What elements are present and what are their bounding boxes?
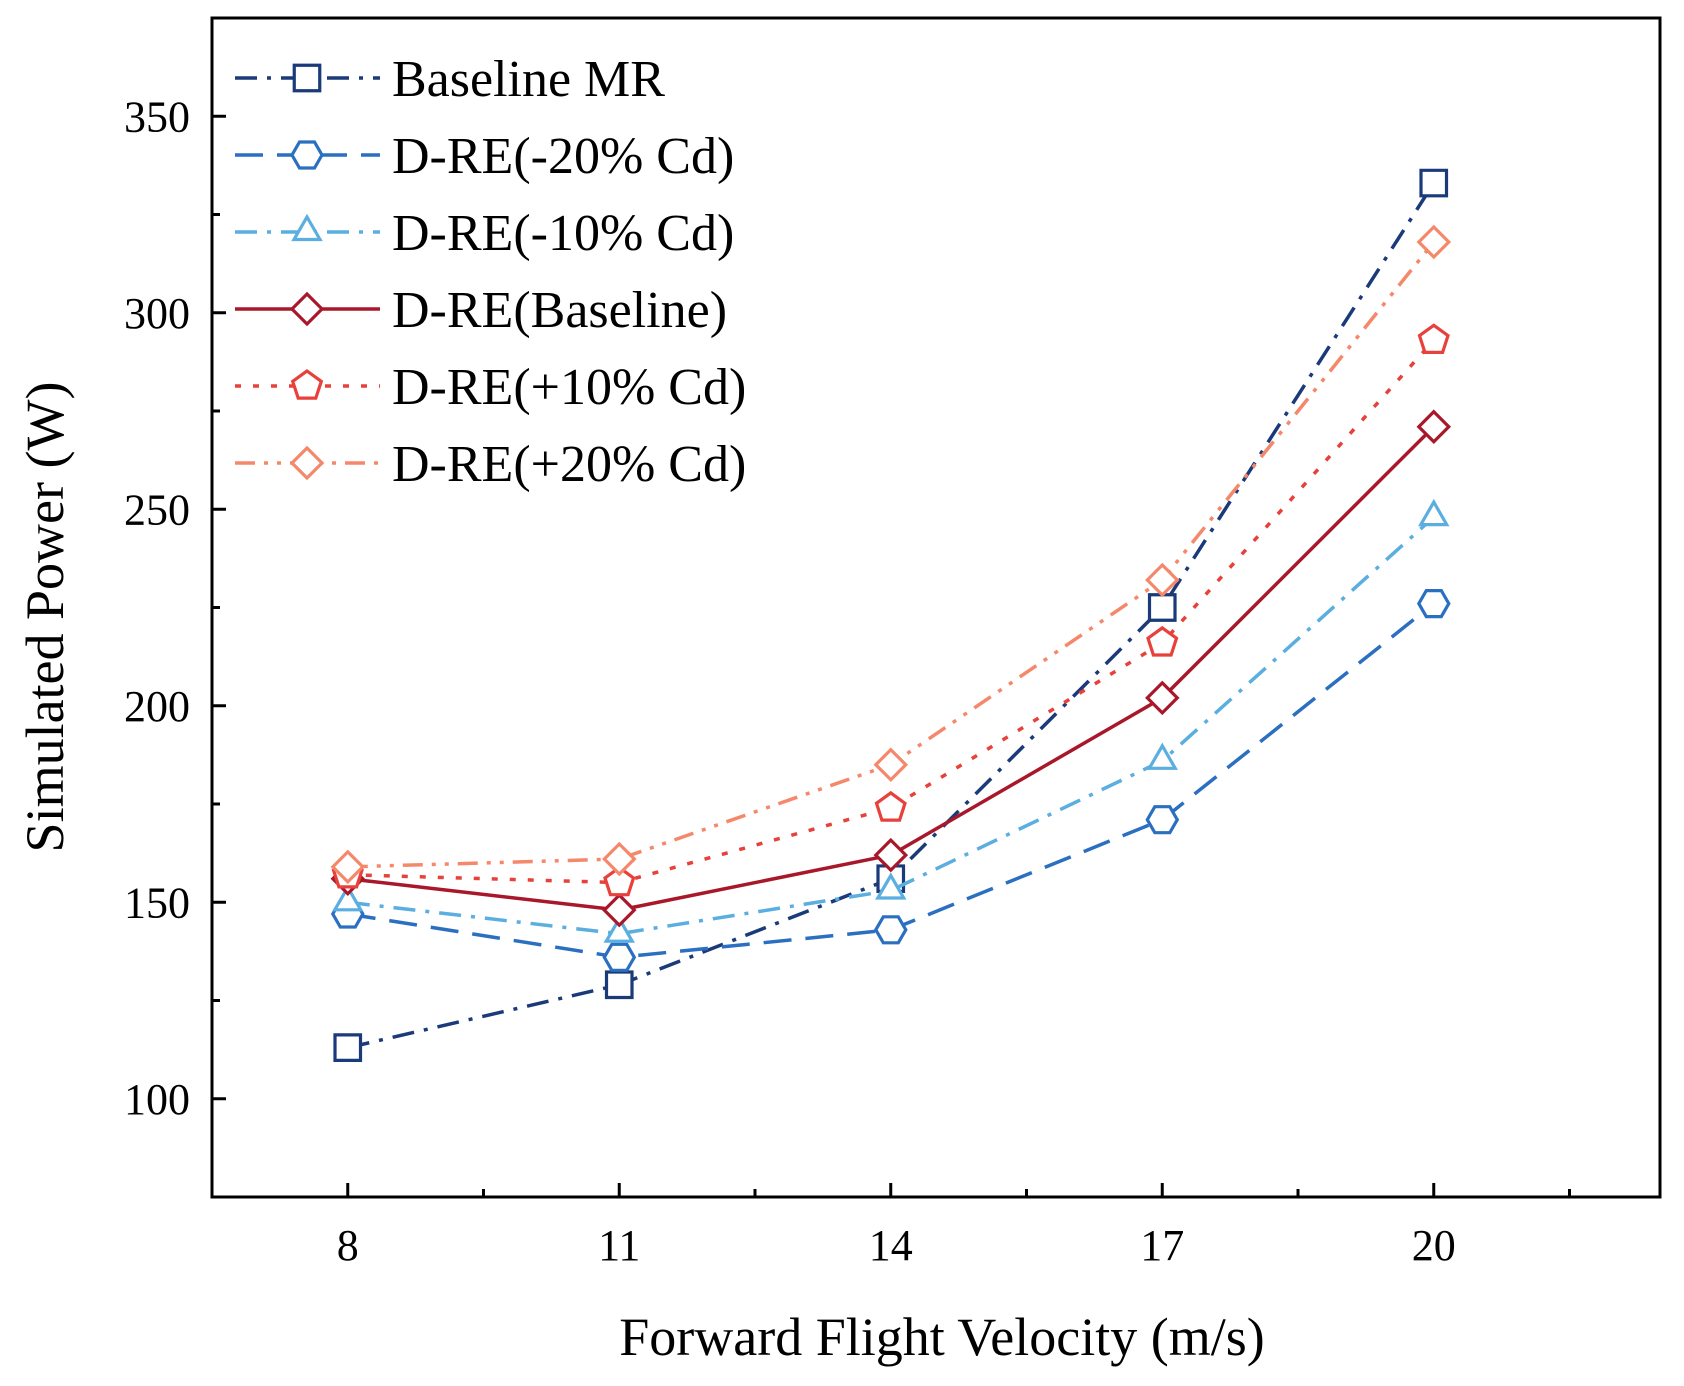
data-point: [1416, 589, 1451, 619]
y-tick-label: 250: [124, 485, 190, 534]
data-point: [1145, 680, 1180, 716]
y-tick-label: 200: [124, 682, 190, 731]
legend-entry: D-RE(-20% Cd): [235, 128, 734, 185]
legend-swatch-marker: [290, 140, 324, 170]
data-point: [602, 942, 637, 972]
data-point: [1146, 742, 1178, 770]
plot-area: [330, 168, 1452, 1063]
legend-label: D-RE(+20% Cd): [392, 436, 746, 493]
data-point: [604, 970, 634, 1000]
legend-swatch-marker: [292, 63, 322, 93]
data-point: [602, 841, 637, 877]
y-axis-title: Simulated Power (W): [15, 382, 75, 853]
y-tick-label: 150: [124, 878, 190, 927]
x-tick-label: 20: [1412, 1221, 1456, 1270]
data-point: [1416, 409, 1452, 444]
series-3: [332, 498, 1450, 943]
y-tick-label: 350: [124, 92, 190, 141]
legend-label: Baseline MR: [392, 51, 665, 108]
data-point: [603, 915, 635, 943]
data-point: [873, 915, 908, 945]
x-tick-label: 14: [869, 1221, 913, 1270]
data-point: [332, 884, 364, 912]
data-point: [602, 892, 637, 928]
legend-swatch-marker: [289, 291, 325, 327]
legend-swatch-marker: [290, 369, 324, 400]
series-6: [330, 224, 1452, 885]
x-tick-label: 17: [1140, 1221, 1184, 1270]
axes: 8 11 14 17 20 100 150 200 250 300 350: [124, 16, 1662, 1270]
series-line: [347, 515, 1435, 936]
series-line: [347, 425, 1436, 912]
data-point: [1418, 498, 1450, 527]
legend-label: D-RE(-20% Cd): [392, 128, 734, 185]
data-point: [875, 872, 907, 900]
legend-label: D-RE(+10% Cd): [392, 359, 746, 416]
data-point: [1145, 805, 1180, 835]
data-point: [873, 837, 909, 873]
legend-swatch-marker: [291, 213, 323, 242]
legend-entry: Baseline MR: [235, 51, 665, 108]
data-point: [1419, 168, 1449, 198]
legend-entry: D-RE(+20% Cd): [235, 436, 746, 493]
x-tick-label: 11: [598, 1221, 640, 1270]
data-point: [1417, 323, 1450, 354]
data-point: [1146, 625, 1179, 657]
legend-entry: D-RE(Baseline): [235, 282, 727, 339]
y-tick-label: 100: [124, 1075, 190, 1124]
legend-swatch-marker: [289, 445, 325, 481]
legend-label: D-RE(-10% Cd): [392, 205, 734, 262]
data-point: [333, 1033, 363, 1063]
data-point: [1147, 593, 1177, 622]
data-point: [330, 849, 366, 885]
x-axis-title: Forward Flight Velocity (m/s): [619, 1307, 1264, 1367]
data-point: [603, 865, 636, 897]
data-point: [1416, 224, 1452, 260]
x-tick-label: 8: [337, 1221, 359, 1270]
data-point: [873, 747, 909, 782]
legend-entry: D-RE(+10% Cd): [235, 359, 746, 416]
legend-entry: D-RE(-10% Cd): [235, 205, 734, 262]
legend-label: D-RE(Baseline): [392, 282, 727, 339]
y-tick-label: 300: [124, 289, 190, 338]
data-point: [874, 790, 907, 822]
legend: Baseline MR D-RE(-20% Cd) D-RE(-10% Cd) D-R…: [235, 51, 746, 493]
data-point: [1145, 562, 1180, 598]
series-line: [347, 339, 1436, 885]
